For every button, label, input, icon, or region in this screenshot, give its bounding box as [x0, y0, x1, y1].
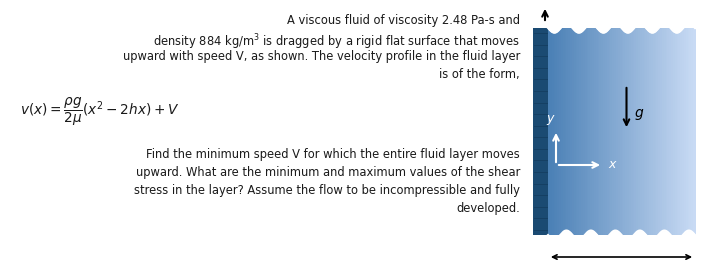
Text: developed.: developed. [457, 202, 520, 215]
Bar [689, 28, 692, 235]
Bar [671, 28, 674, 235]
Text: y: y [546, 112, 554, 125]
Bar [629, 28, 631, 235]
Text: is of the form,: is of the form, [439, 68, 520, 81]
Bar [648, 28, 650, 235]
Text: $v(x) = \dfrac{\rho g}{2\mu}(x^2 - 2hx) + V$: $v(x) = \dfrac{\rho g}{2\mu}(x^2 - 2hx) … [20, 96, 179, 128]
Bar [589, 28, 591, 235]
Bar [605, 28, 607, 235]
Bar [680, 28, 682, 235]
Bar [658, 28, 660, 235]
Bar [627, 28, 629, 235]
Bar [651, 28, 653, 235]
Bar [684, 28, 687, 235]
Bar [657, 28, 659, 235]
Text: A viscous fluid of viscosity 2.48 Pa-s and: A viscous fluid of viscosity 2.48 Pa-s a… [287, 14, 520, 27]
Bar [660, 28, 662, 235]
Bar [596, 28, 598, 235]
Bar [638, 28, 640, 235]
Bar [586, 28, 589, 235]
Bar [574, 28, 576, 235]
Bar [692, 28, 694, 235]
Bar [634, 28, 637, 235]
Bar [607, 28, 609, 235]
Bar [599, 28, 602, 235]
Bar [608, 28, 611, 235]
Bar [572, 28, 574, 235]
Bar [583, 28, 585, 235]
Bar [581, 28, 584, 235]
Bar [633, 28, 635, 235]
Bar [655, 28, 657, 235]
Bar [670, 28, 672, 235]
Bar [649, 28, 651, 235]
Bar [564, 28, 567, 235]
Bar [592, 28, 594, 235]
Text: upward. What are the minimum and maximum values of the shear: upward. What are the minimum and maximum… [136, 166, 520, 179]
Bar [568, 28, 571, 235]
Bar [563, 28, 565, 235]
Bar [557, 28, 559, 235]
Bar [616, 28, 618, 235]
Bar [579, 28, 581, 235]
Bar [652, 28, 655, 235]
Bar [555, 28, 557, 235]
Bar [598, 28, 600, 235]
Bar [570, 28, 572, 235]
Bar [623, 28, 626, 235]
Bar [642, 28, 644, 235]
Text: g: g [635, 106, 643, 119]
Bar [664, 28, 666, 235]
Bar [626, 28, 628, 235]
Bar [612, 28, 615, 235]
Text: stress in the layer? Assume the flow to be incompressible and fully: stress in the layer? Assume the flow to … [134, 184, 520, 197]
Bar [693, 28, 696, 235]
Bar [576, 28, 578, 235]
Bar [611, 28, 613, 235]
Bar [533, 28, 548, 235]
Bar [682, 28, 684, 235]
Bar [640, 28, 643, 235]
Bar [567, 28, 569, 235]
Bar [688, 28, 690, 235]
Bar [630, 28, 633, 235]
Bar [554, 28, 556, 235]
Bar [686, 28, 688, 235]
Bar [614, 28, 616, 235]
Bar [620, 28, 622, 235]
Bar [674, 28, 677, 235]
Bar [636, 28, 638, 235]
Bar [667, 28, 670, 235]
Bar [594, 28, 596, 235]
Bar [601, 28, 604, 235]
Bar [662, 28, 665, 235]
Bar [585, 28, 587, 235]
Bar [559, 28, 562, 235]
Bar [603, 28, 606, 235]
Bar [552, 28, 554, 235]
Bar [645, 28, 648, 235]
Text: x: x [608, 159, 616, 172]
Bar [590, 28, 593, 235]
Bar [621, 28, 624, 235]
Text: upward with speed V, as shown. The velocity profile in the fluid layer: upward with speed V, as shown. The veloc… [123, 50, 520, 63]
Bar [643, 28, 646, 235]
Bar [577, 28, 580, 235]
Text: Find the minimum speed V for which the entire fluid layer moves: Find the minimum speed V for which the e… [146, 148, 520, 161]
Bar [561, 28, 563, 235]
Bar [665, 28, 668, 235]
Bar [679, 28, 681, 235]
Bar [618, 28, 620, 235]
Text: density 884 kg/m$^3$ is dragged by a rigid flat surface that moves: density 884 kg/m$^3$ is dragged by a rig… [153, 32, 520, 52]
Bar [550, 28, 552, 235]
Bar [548, 28, 550, 235]
Bar [673, 28, 675, 235]
Bar [677, 28, 679, 235]
